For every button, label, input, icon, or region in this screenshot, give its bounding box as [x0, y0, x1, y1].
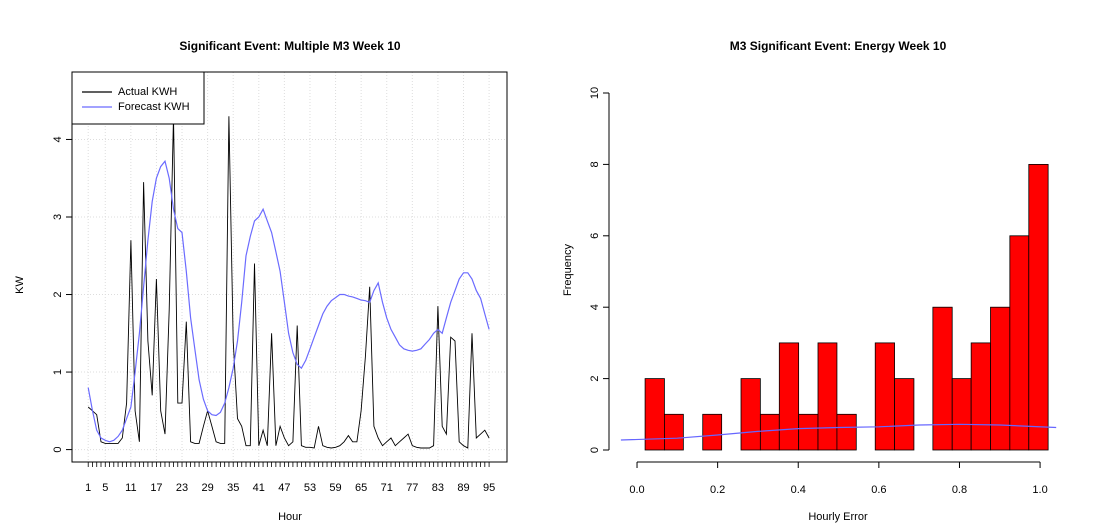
bar: [836, 413, 857, 451]
y-tick-label: 3: [52, 214, 64, 220]
x-tick-label: 77: [406, 482, 418, 494]
x-tick-label: 1.0: [1032, 484, 1047, 496]
plot-frame: [71, 71, 508, 463]
bar: [1009, 235, 1030, 451]
y-tick-label: 2: [589, 376, 601, 382]
x-tick-label: 71: [381, 482, 393, 494]
bar: [740, 378, 761, 451]
x-tick-label: 35: [227, 482, 239, 494]
chart-title: Significant Event: Multiple M3 Week 10: [179, 39, 400, 53]
x-tick-label: 59: [329, 482, 341, 494]
x-axis-label: Hourly Error: [808, 511, 868, 523]
bar: [759, 413, 780, 451]
legend-label: Forecast KWH: [118, 101, 190, 113]
legend-label: Actual KWH: [118, 86, 177, 98]
x-tick-label: 83: [432, 482, 444, 494]
x-tick-label: 0.8: [952, 484, 967, 496]
x-tick-label: 47: [278, 482, 290, 494]
chart-title: M3 Significant Event: Energy Week 10: [730, 39, 947, 53]
bar: [778, 342, 800, 451]
x-axis-label: Hour: [278, 511, 302, 523]
bar: [702, 413, 723, 451]
x-tick-label: 1: [85, 482, 91, 494]
bar: [664, 413, 684, 451]
x-tick-label: 41: [253, 482, 265, 494]
y-tick-label: 0: [52, 447, 64, 453]
bar: [932, 306, 953, 451]
data-line: [87, 159, 490, 443]
x-tick-label: 89: [457, 482, 469, 494]
bar: [970, 342, 991, 451]
bar: [798, 413, 819, 451]
y-tick-label: 4: [589, 304, 601, 310]
y-tick-label: 4: [52, 136, 64, 142]
bar: [1028, 163, 1049, 451]
x-tick-label: 0.4: [791, 484, 806, 496]
x-tick-label: 53: [304, 482, 316, 494]
x-tick-label: 23: [176, 482, 188, 494]
x-tick-label: 0.2: [710, 484, 725, 496]
x-tick-label: 11: [125, 482, 136, 494]
y-axis-label: KW: [14, 276, 26, 294]
y-tick-label: 6: [589, 233, 601, 239]
x-tick-label: 29: [201, 482, 213, 494]
bar: [817, 342, 838, 451]
x-tick-label: 0.0: [629, 484, 644, 496]
legend-box: [71, 71, 205, 125]
y-axis-label: Frequency: [562, 244, 574, 296]
y-tick-label: 2: [52, 291, 64, 297]
bar: [894, 378, 915, 451]
y-tick-label: 0: [589, 447, 601, 453]
data-line: [87, 116, 490, 449]
bar: [874, 342, 895, 451]
y-tick-label: 10: [589, 87, 601, 99]
x-tick-label: 5: [102, 482, 108, 494]
y-tick-label: 8: [589, 161, 601, 167]
bar: [990, 306, 1011, 451]
density-line: [620, 423, 1057, 441]
x-tick-label: 65: [355, 482, 367, 494]
y-tick-label: 1: [52, 369, 64, 375]
x-tick-label: 0.6: [871, 484, 886, 496]
bar: [951, 378, 972, 451]
x-tick-label: 95: [483, 482, 495, 494]
x-tick-label: 17: [150, 482, 162, 494]
